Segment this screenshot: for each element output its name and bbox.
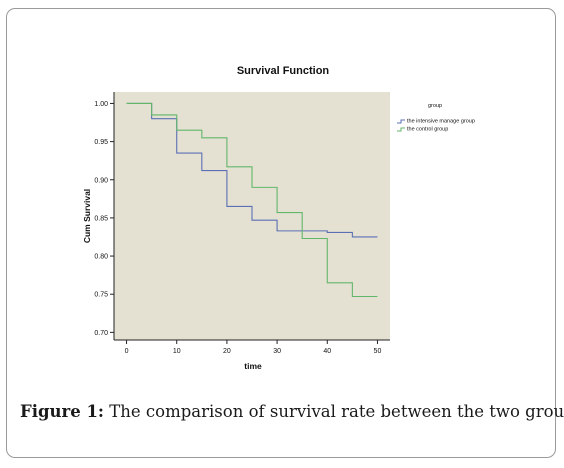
legend-label: the control group bbox=[407, 127, 448, 133]
caption-text: The comparison of survival rate between … bbox=[104, 402, 564, 421]
x-axis-label: time bbox=[244, 361, 262, 371]
legend-swatch bbox=[397, 127, 405, 132]
y-tick-label: 0.70 bbox=[94, 330, 108, 337]
x-tick-label: 50 bbox=[374, 348, 382, 355]
y-tick-label: 1.00 bbox=[94, 101, 108, 108]
y-axis-label: Cum Survival bbox=[82, 189, 92, 243]
caption-prefix: Figure 1: bbox=[20, 402, 105, 421]
chart-title: Survival Function bbox=[237, 65, 330, 77]
y-tick-label: 0.95 bbox=[94, 139, 108, 146]
legend: group the intensive manage group the cont… bbox=[397, 103, 475, 133]
x-tick-label: 10 bbox=[173, 348, 181, 355]
y-tick-label: 0.80 bbox=[94, 254, 108, 261]
x-tick-label: 30 bbox=[273, 348, 281, 355]
x-tick-label: 0 bbox=[125, 348, 129, 355]
y-axis: 0.70 0.75 0.80 0.85 0.90 0.95 1.00 bbox=[94, 92, 115, 340]
x-tick-label: 20 bbox=[223, 348, 231, 355]
series-line-1 bbox=[126, 102, 378, 238]
y-tick-label: 0.85 bbox=[94, 215, 108, 222]
y-tick-label: 0.75 bbox=[94, 292, 108, 299]
legend-label: the intensive manage group bbox=[407, 119, 475, 125]
figure-caption: Figure 1: The comparison of survival rat… bbox=[20, 402, 564, 421]
legend-title: group bbox=[428, 103, 442, 109]
x-axis: 0 10 20 30 40 50 bbox=[114, 339, 390, 355]
x-tick-label: 40 bbox=[323, 348, 331, 355]
series-line-2 bbox=[126, 102, 378, 298]
legend-swatch bbox=[397, 119, 405, 124]
y-tick-label: 0.90 bbox=[94, 177, 108, 184]
series-lines bbox=[126, 102, 378, 298]
